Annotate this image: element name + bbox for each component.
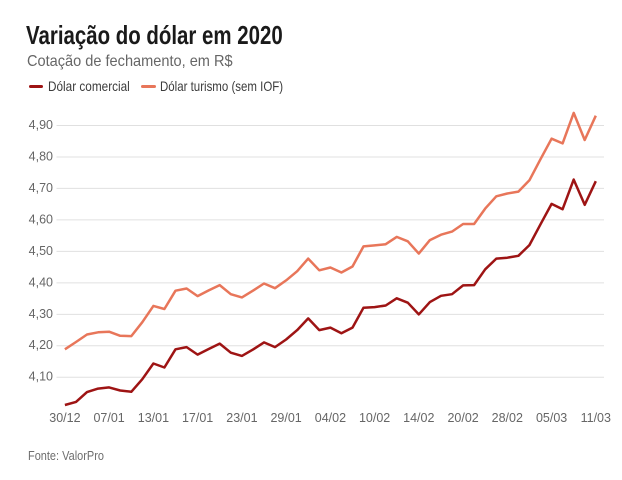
svg-text:4,70: 4,70 — [29, 181, 53, 195]
svg-text:11/03: 11/03 — [581, 411, 611, 425]
svg-text:14/02: 14/02 — [403, 411, 434, 425]
svg-text:05/03: 05/03 — [536, 411, 567, 425]
svg-text:29/01: 29/01 — [270, 411, 301, 425]
svg-text:28/02: 28/02 — [492, 411, 523, 425]
svg-text:20/02: 20/02 — [447, 411, 478, 425]
svg-text:30/12: 30/12 — [49, 411, 80, 425]
svg-text:4,10: 4,10 — [29, 370, 53, 384]
svg-text:4,50: 4,50 — [29, 244, 53, 258]
svg-text:13/01: 13/01 — [138, 411, 169, 425]
svg-text:23/01: 23/01 — [226, 411, 257, 425]
svg-text:04/02: 04/02 — [315, 411, 346, 425]
svg-text:10/02: 10/02 — [359, 411, 390, 425]
svg-text:17/01: 17/01 — [182, 411, 213, 425]
svg-text:4,60: 4,60 — [29, 212, 53, 226]
svg-text:4,40: 4,40 — [29, 275, 53, 289]
svg-text:4,20: 4,20 — [29, 338, 53, 352]
svg-text:4,30: 4,30 — [29, 307, 53, 321]
svg-text:4,90: 4,90 — [29, 118, 53, 132]
svg-text:4,80: 4,80 — [29, 149, 53, 163]
svg-text:07/01: 07/01 — [93, 411, 124, 425]
